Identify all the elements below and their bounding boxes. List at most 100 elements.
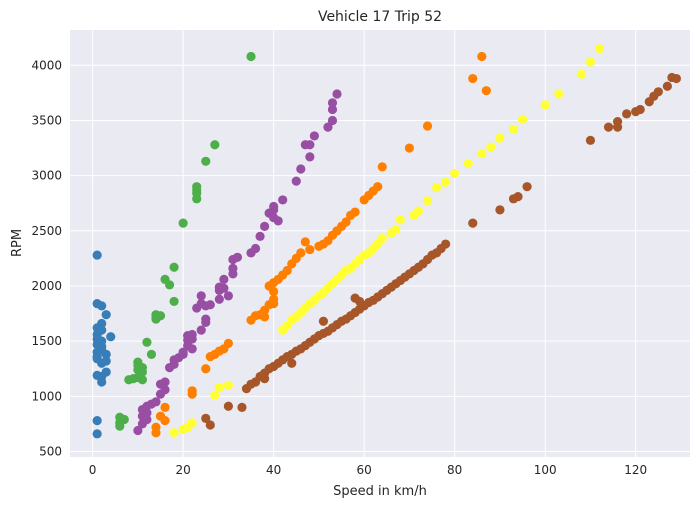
- data-point-series-5: [169, 428, 179, 438]
- x-axis-title: Speed in km/h: [333, 484, 427, 499]
- data-point-series-4: [468, 73, 478, 84]
- data-point-series-1: [92, 429, 102, 439]
- data-point-series-3: [273, 216, 283, 226]
- data-point-series-4: [151, 428, 161, 438]
- data-point-series-5: [486, 142, 496, 152]
- data-point-series-5: [495, 133, 505, 143]
- data-point-series-3: [327, 115, 338, 126]
- data-point-series-3: [137, 419, 148, 429]
- data-point-series-6: [318, 316, 329, 326]
- data-point-series-4: [314, 241, 324, 251]
- data-point-series-3: [223, 291, 233, 301]
- data-point-series-2: [201, 156, 211, 166]
- data-point-series-3: [187, 344, 197, 354]
- data-point-series-3: [155, 389, 166, 399]
- x-tick-label: 60: [357, 463, 372, 477]
- data-point-series-6: [205, 420, 215, 430]
- data-point-series-2: [146, 349, 157, 359]
- data-point-series-2: [115, 421, 125, 431]
- data-point-series-3: [296, 164, 306, 174]
- data-point-series-3: [305, 152, 315, 162]
- y-tick-label: 2000: [31, 279, 62, 293]
- data-point-series-5: [214, 382, 224, 393]
- data-point-series-4: [187, 389, 197, 399]
- data-point-series-6: [622, 109, 632, 119]
- data-point-series-3: [255, 231, 265, 241]
- data-point-series-4: [269, 286, 279, 297]
- y-tick-label: 500: [39, 444, 62, 458]
- data-point-series-5: [594, 44, 605, 54]
- data-point-series-3: [278, 195, 288, 205]
- data-point-series-4: [377, 162, 387, 172]
- data-point-series-3: [332, 89, 342, 99]
- data-point-series-5: [477, 148, 487, 159]
- data-point-series-3: [201, 317, 211, 327]
- data-point-series-4: [287, 259, 297, 269]
- data-point-series-5: [278, 325, 288, 335]
- data-point-series-4: [345, 210, 356, 220]
- data-point-series-5: [178, 424, 188, 435]
- x-tick-label: 100: [534, 463, 557, 477]
- data-point-series-5: [463, 158, 473, 169]
- data-points: [92, 44, 682, 439]
- data-point-series-5: [554, 89, 564, 99]
- data-point-series-3: [192, 303, 202, 313]
- y-tick-label: 4000: [31, 58, 62, 72]
- data-point-series-3: [219, 274, 229, 284]
- data-point-series-6: [667, 72, 677, 83]
- data-point-series-1: [106, 332, 116, 342]
- data-point-series-4: [300, 237, 310, 247]
- data-point-series-5: [431, 183, 442, 193]
- data-point-series-3: [228, 269, 238, 279]
- data-point-series-4: [160, 402, 170, 412]
- data-point-series-6: [201, 413, 211, 423]
- data-point-series-4: [205, 351, 215, 362]
- x-tick-labels: 0 20 40 60 80 100 120: [89, 463, 647, 477]
- x-tick-label: 0: [89, 463, 97, 477]
- data-point-series-5: [585, 57, 596, 67]
- data-point-series-6: [585, 135, 596, 145]
- data-point-series-6: [631, 107, 641, 117]
- x-tick-label: 40: [266, 463, 281, 477]
- data-point-series-2: [210, 140, 220, 150]
- data-point-series-1: [101, 349, 111, 359]
- data-point-series-1: [92, 250, 102, 260]
- data-point-series-2: [151, 314, 161, 324]
- data-point-series-2: [124, 375, 134, 385]
- data-point-series-6: [259, 374, 270, 384]
- x-tick-label: 120: [624, 463, 647, 477]
- data-point-series-3: [219, 283, 229, 293]
- data-point-series-1: [101, 367, 111, 377]
- chart-title: Vehicle 17 Trip 52: [318, 9, 442, 25]
- data-point-series-5: [508, 124, 519, 134]
- y-tick-label: 3500: [31, 113, 62, 127]
- data-point-series-4: [259, 312, 270, 322]
- data-point-series-2: [178, 218, 188, 228]
- y-tick-labels: 500 1000 1500 2000 2500 3000 3500 4000: [31, 58, 62, 458]
- data-point-series-4: [477, 51, 487, 62]
- data-point-series-3: [164, 363, 175, 373]
- y-axis-title: RPM: [10, 229, 25, 257]
- data-point-series-3: [309, 131, 319, 141]
- data-point-series-4: [422, 121, 433, 131]
- data-point-series-5: [441, 177, 451, 187]
- y-tick-label: 2500: [31, 224, 62, 238]
- data-point-series-3: [327, 104, 338, 115]
- data-point-series-2: [142, 337, 152, 347]
- data-point-series-5: [223, 380, 233, 390]
- data-point-series-2: [137, 375, 148, 385]
- data-point-series-3: [133, 425, 143, 436]
- data-point-series-4: [404, 143, 415, 153]
- data-point-series-3: [196, 291, 206, 301]
- data-point-series-6: [237, 402, 247, 412]
- data-point-series-6: [662, 81, 672, 91]
- data-point-series-5: [517, 114, 528, 124]
- y-tick-label: 1500: [31, 334, 62, 348]
- data-point-series-2: [169, 262, 179, 272]
- data-point-series-5: [450, 168, 460, 179]
- data-point-series-6: [223, 401, 233, 411]
- data-point-series-5: [540, 100, 550, 110]
- data-point-series-3: [259, 221, 270, 231]
- data-point-series-6: [522, 182, 532, 192]
